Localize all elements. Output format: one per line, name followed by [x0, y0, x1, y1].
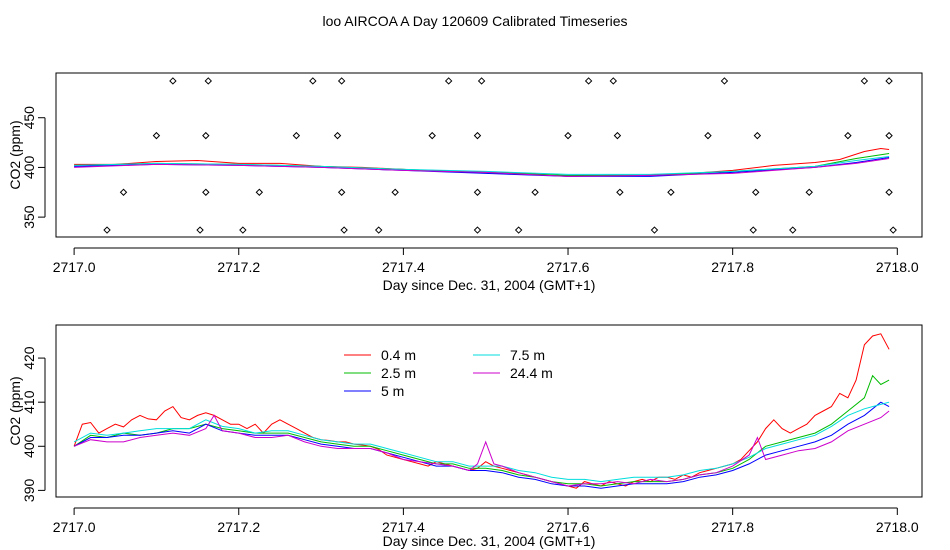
legend-label: 2.5 m	[381, 365, 416, 381]
scatter-point	[204, 77, 212, 85]
x-tick-label: 2717.6	[547, 519, 590, 535]
scatter-point	[340, 226, 348, 234]
scatter-point	[616, 188, 624, 196]
scatter-point	[753, 131, 762, 140]
scatter-point	[103, 226, 111, 234]
legend: 0.4 m 2.5 m 5 m 7.5 m 24.4 m	[344, 347, 553, 399]
series-line-3	[73, 401, 890, 483]
scatter-point	[531, 188, 539, 196]
scatter-point	[119, 188, 128, 196]
plot-frame	[55, 72, 923, 238]
legend-label: 0.4 m	[381, 347, 416, 363]
scatter-point	[374, 226, 383, 234]
scatter-point	[473, 131, 482, 140]
series-line-2	[73, 401, 890, 489]
scatter-point	[885, 188, 893, 196]
scatter-point	[239, 226, 247, 234]
scatter-point	[667, 188, 675, 196]
series-line-4	[73, 410, 890, 487]
scatter-point	[444, 77, 453, 85]
y-axis: 350 400 450	[21, 106, 46, 229]
y-tick-label: 350	[21, 205, 37, 229]
scatter-point	[789, 226, 797, 234]
scatter-point	[337, 77, 346, 85]
x-tick-label: 2717.2	[217, 259, 260, 275]
scatter-point	[704, 131, 712, 140]
scatter-point	[584, 77, 593, 85]
scatter-point	[255, 188, 264, 196]
scatter-point	[889, 226, 897, 234]
y-tick-label: 410	[21, 390, 37, 414]
x-axis-title: Day since Dec. 31, 2004 (GMT+1)	[383, 277, 596, 293]
scatter-point	[292, 131, 301, 140]
x-tick-label: 2717.8	[711, 519, 754, 535]
x-tick-label: 2717.4	[382, 259, 425, 275]
y-axis-title: CO2 (ppm)	[7, 376, 23, 445]
scatter-point	[752, 188, 760, 196]
x-tick-label: 2717.4	[382, 519, 425, 535]
x-tick-label: 2717.6	[547, 259, 590, 275]
scatter-point	[844, 131, 852, 140]
scatter-point	[860, 77, 869, 85]
scatter-points	[103, 77, 897, 234]
main-title: loo AIRCOA A Day 120609 Calibrated Times…	[322, 13, 627, 29]
x-tick-label: 2717.8	[711, 259, 754, 275]
scatter-point	[473, 188, 482, 196]
scatter-point	[564, 131, 572, 140]
scatter-point	[473, 226, 482, 234]
x-tick-label: 2717.2	[217, 519, 260, 535]
scatter-point	[337, 188, 346, 196]
x-axis: 2717.0 2717.2 2717.4 2717.6 2717.8 2718.0	[53, 507, 919, 535]
y-tick-label: 400	[21, 434, 37, 458]
scatter-point	[749, 226, 757, 234]
scatter-point	[202, 188, 210, 196]
y-tick-label: 420	[21, 346, 37, 370]
series-line-4	[74, 158, 890, 177]
scatter-point	[805, 188, 813, 196]
scatter-point	[169, 77, 177, 85]
y-axis: 390 400 410 420	[21, 346, 46, 502]
scatter-point	[152, 131, 161, 140]
scatter-point	[885, 77, 893, 85]
scatter-point	[720, 77, 729, 85]
y-tick-label: 390	[21, 478, 37, 502]
scatter-point	[333, 131, 342, 140]
y-tick-label: 400	[21, 156, 37, 180]
scatter-point	[202, 131, 210, 140]
scatter-point	[309, 77, 317, 85]
x-tick-label: 2718.0	[876, 259, 919, 275]
bottom-panel: 2717.0 2717.2 2717.4 2717.6 2717.8 2718.0 Day …	[7, 324, 923, 549]
x-axis-title: Day since Dec. 31, 2004 (GMT+1)	[383, 533, 596, 549]
scatter-point	[609, 77, 618, 85]
scatter-point	[885, 131, 893, 140]
scatter-point	[391, 188, 399, 196]
series-line-3	[74, 156, 890, 175]
series-line-0	[73, 333, 890, 489]
series-line-1	[73, 374, 890, 487]
x-axis: 2717.0 2717.2 2717.4 2717.6 2717.8 2718.0	[53, 247, 919, 275]
y-axis-title: CO2 (ppm)	[7, 120, 23, 189]
legend-label: 5 m	[381, 383, 404, 399]
scatter-point	[514, 226, 523, 234]
x-tick-label: 2718.0	[876, 519, 919, 535]
top-panel: 2717.0 2717.2 2717.4 2717.6 2717.8 2718.0 Day …	[7, 72, 923, 293]
scatter-point	[196, 226, 204, 234]
scatter-point	[650, 226, 659, 234]
y-tick-label: 450	[21, 106, 37, 130]
scatter-point	[477, 77, 486, 85]
scatter-point	[428, 131, 436, 140]
legend-label: 24.4 m	[510, 365, 553, 381]
x-tick-label: 2717.0	[53, 259, 96, 275]
legend-label: 7.5 m	[510, 347, 545, 363]
scatter-point	[613, 131, 622, 140]
x-tick-label: 2717.0	[53, 519, 96, 535]
plot-frame	[55, 324, 923, 498]
